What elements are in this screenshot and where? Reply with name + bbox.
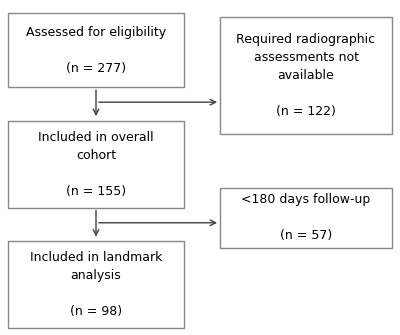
Text: Required radiographic
assessments not
available

(n = 122): Required radiographic assessments not av… — [236, 33, 376, 118]
FancyBboxPatch shape — [8, 121, 184, 208]
Text: Assessed for eligibility

(n = 277): Assessed for eligibility (n = 277) — [26, 26, 166, 75]
Text: Included in landmark
analysis

(n = 98): Included in landmark analysis (n = 98) — [30, 251, 162, 318]
FancyBboxPatch shape — [220, 188, 392, 248]
FancyBboxPatch shape — [220, 17, 392, 134]
FancyBboxPatch shape — [8, 241, 184, 328]
Text: Included in overall
cohort

(n = 155): Included in overall cohort (n = 155) — [38, 131, 154, 198]
Text: <180 days follow-up

(n = 57): <180 days follow-up (n = 57) — [241, 193, 371, 242]
FancyBboxPatch shape — [8, 13, 184, 87]
